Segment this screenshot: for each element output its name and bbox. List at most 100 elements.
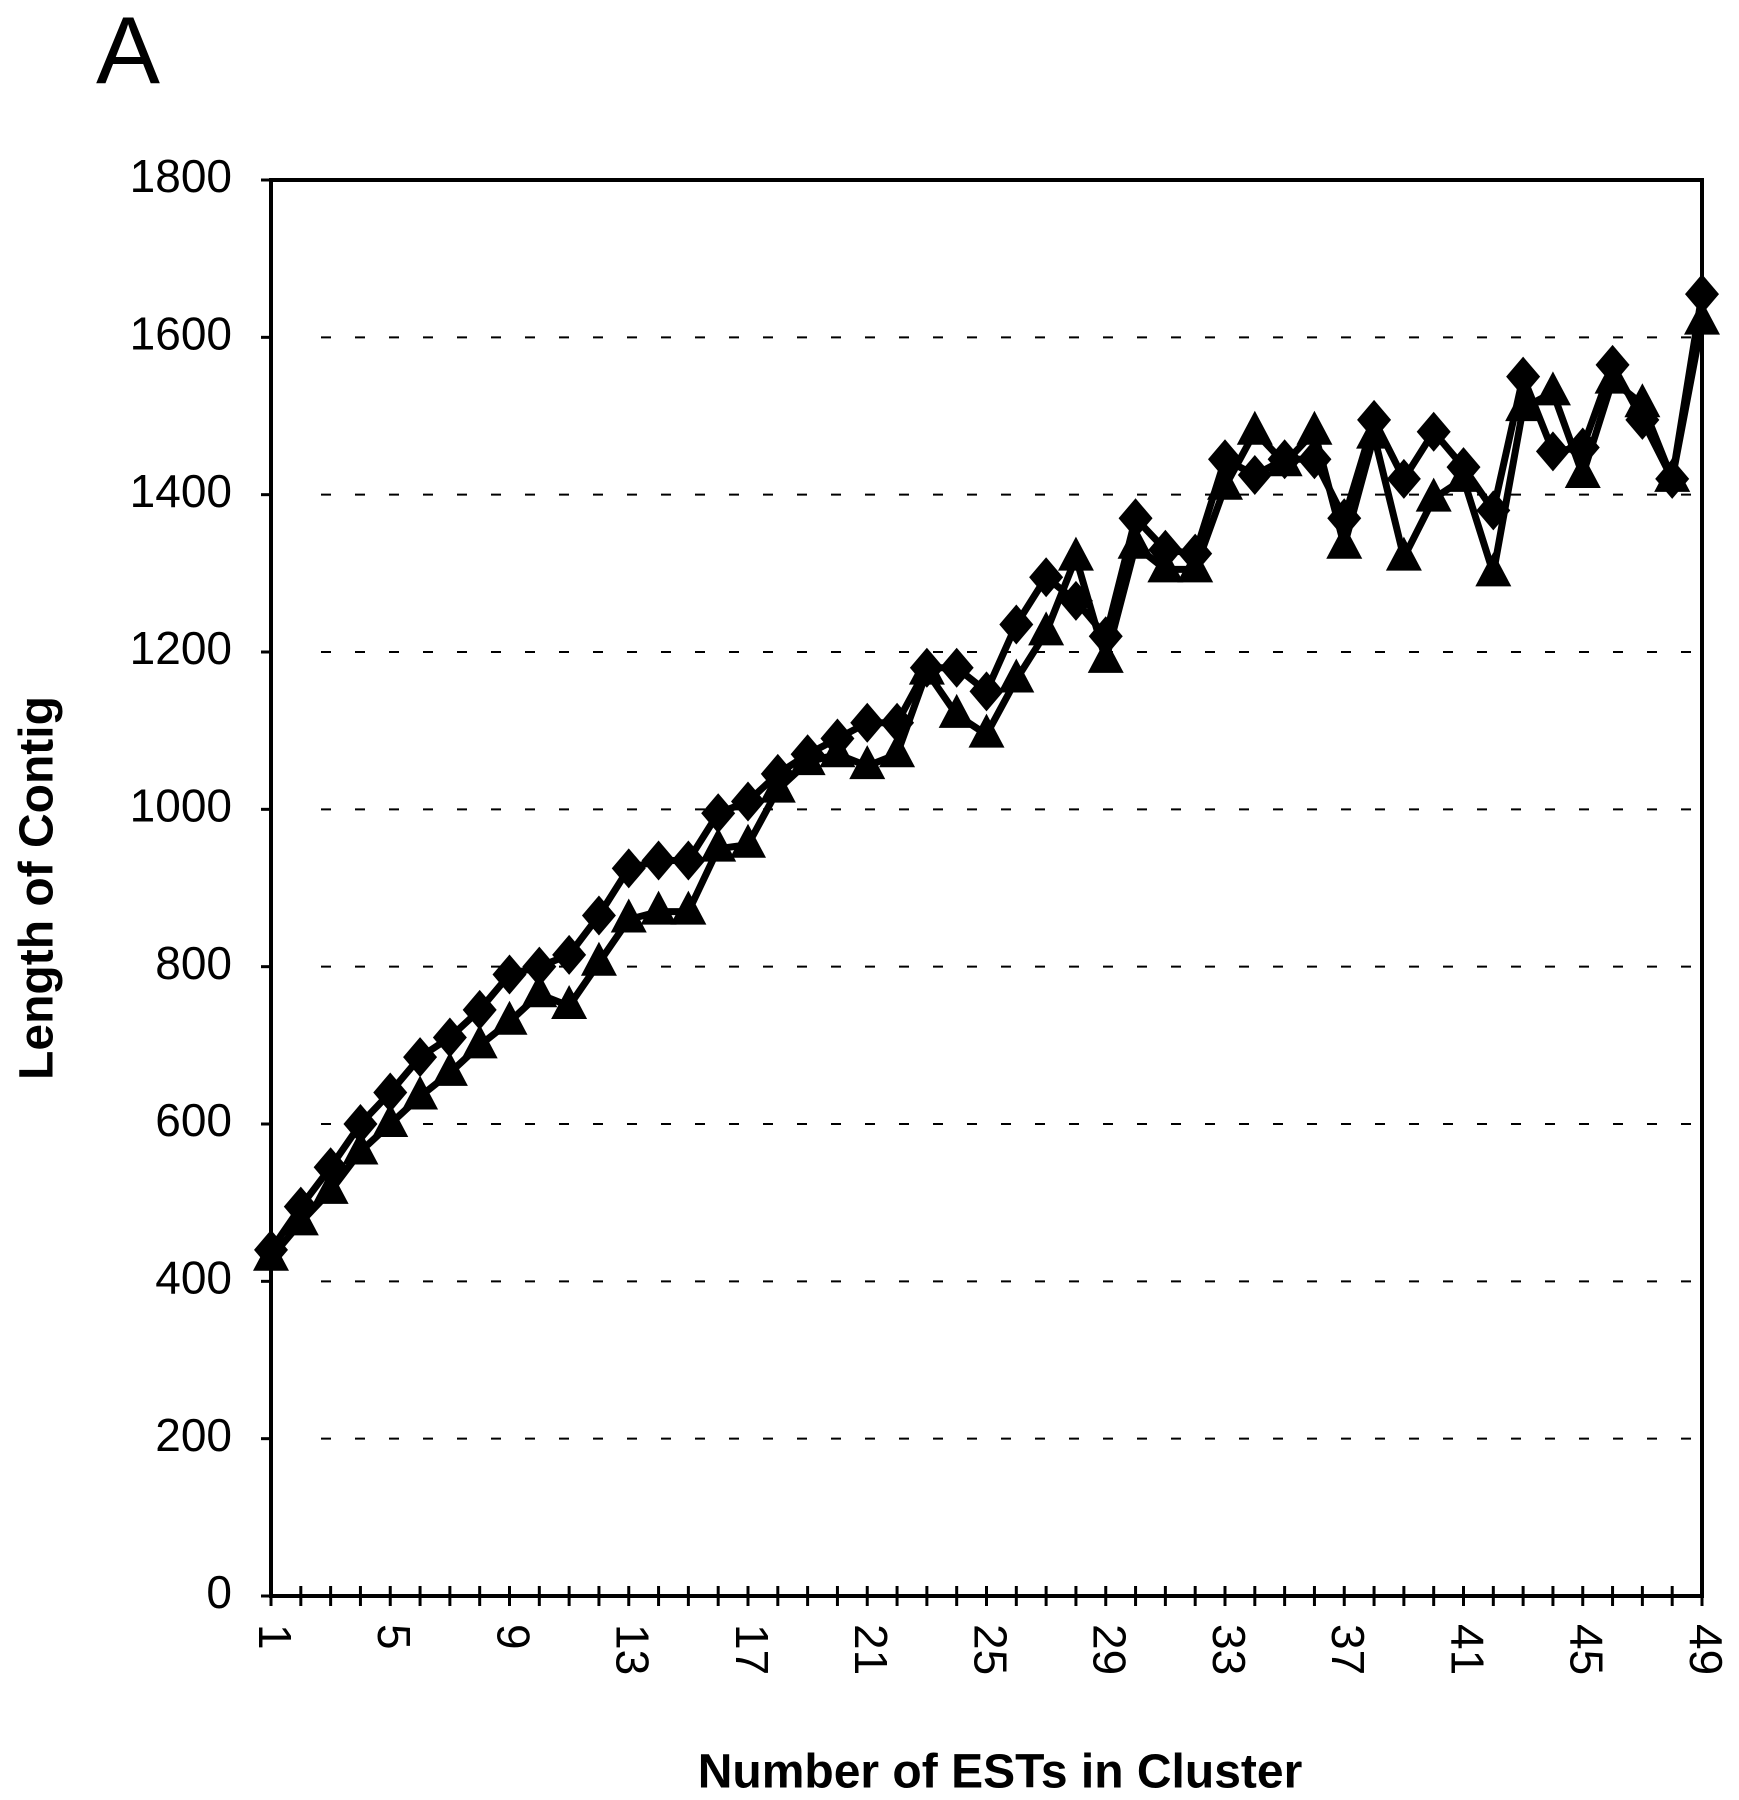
- panel-label: A: [96, 0, 160, 104]
- data-point: [1476, 490, 1511, 531]
- data-point: [1685, 274, 1719, 315]
- data-point: [1386, 458, 1421, 499]
- data-point: [253, 1236, 289, 1271]
- data-point: [969, 671, 1004, 712]
- data-point: [850, 702, 885, 743]
- data-point: [1028, 611, 1065, 646]
- data-point: [908, 650, 945, 685]
- data-point: [1118, 498, 1153, 539]
- data-point: [731, 781, 765, 822]
- y-tick-label: 1200: [130, 622, 232, 674]
- data-point: [1535, 431, 1570, 472]
- y-tick-label: 1400: [130, 465, 232, 517]
- data-point: [1624, 383, 1661, 418]
- data-point: [789, 741, 826, 776]
- data-point: [402, 1075, 439, 1110]
- data-point: [1029, 557, 1064, 598]
- data-point: [1416, 411, 1451, 452]
- data-point: [522, 946, 557, 987]
- data-point: [819, 733, 856, 768]
- series-line: [268, 320, 1706, 1260]
- data-point: [491, 1000, 528, 1035]
- data-point: [580, 941, 617, 976]
- data-point: [1594, 359, 1631, 394]
- x-tick-label: 1: [249, 1624, 301, 1650]
- y-tick-label: 1800: [130, 150, 232, 202]
- data-point: [671, 840, 706, 881]
- data-point: [581, 895, 616, 936]
- y-tick-label: 400: [155, 1251, 232, 1303]
- data-point: [1237, 455, 1272, 495]
- x-tick-label: 13: [607, 1624, 659, 1675]
- x-axis-title: Number of ESTs in Cluster: [698, 1746, 1303, 1799]
- data-point: [939, 647, 974, 688]
- data-point: [372, 1103, 409, 1137]
- x-tick-label: 29: [1084, 1624, 1136, 1675]
- data-point: [1207, 465, 1243, 500]
- data-point: [730, 823, 766, 858]
- data-point: [1385, 536, 1422, 571]
- data-point: [968, 713, 1005, 748]
- data-point: [462, 989, 497, 1030]
- data-point: [492, 954, 527, 995]
- data-point: [282, 1201, 319, 1236]
- data-point: [701, 793, 736, 834]
- data-point: [1266, 442, 1303, 477]
- y-tick-label: 1000: [130, 779, 232, 831]
- data-point: [670, 890, 707, 925]
- data-point: [552, 934, 587, 975]
- data-point: [1326, 524, 1363, 559]
- data-point: [611, 848, 646, 889]
- data-point: [640, 890, 677, 925]
- data-point: [461, 1024, 498, 1059]
- data-point: [1236, 410, 1273, 445]
- x-tick-label: 17: [726, 1624, 778, 1675]
- data-point: [999, 604, 1034, 645]
- data-point: [1057, 536, 1094, 571]
- data-point: [1445, 457, 1482, 492]
- y-tick-label: 1600: [130, 307, 232, 359]
- x-tick-label: 25: [964, 1624, 1016, 1675]
- data-point: [1117, 524, 1154, 559]
- data-point: [938, 693, 975, 728]
- data-point: [641, 840, 676, 881]
- data-point: [1415, 477, 1452, 512]
- x-tick-label: 9: [487, 1624, 539, 1650]
- y-tick-label: 800: [155, 937, 232, 989]
- x-tick-label: 33: [1203, 1624, 1255, 1675]
- data-point: [1296, 410, 1333, 445]
- data-point: [610, 898, 647, 933]
- data-point: [1147, 548, 1184, 583]
- y-tick-label: 200: [155, 1409, 232, 1461]
- y-axis-title: Length of Contig: [11, 696, 64, 1080]
- series-line: [268, 293, 1706, 1252]
- y-tick-label: 0: [206, 1566, 232, 1618]
- x-tick-label: 37: [1322, 1624, 1374, 1675]
- x-tick-label: 41: [1441, 1624, 1493, 1675]
- data-point: [432, 1017, 467, 1058]
- data-point: [1684, 300, 1720, 335]
- y-tick-label: 600: [155, 1094, 232, 1146]
- data-point: [998, 658, 1035, 693]
- data-point: [700, 827, 737, 862]
- data-point: [879, 733, 916, 768]
- data-point: [373, 1072, 408, 1113]
- data-point: [1505, 387, 1542, 422]
- data-point: [343, 1104, 378, 1144]
- x-tick-label: 45: [1561, 1624, 1613, 1675]
- data-point: [1506, 356, 1541, 397]
- data-point: [312, 1169, 349, 1204]
- data-point: [551, 985, 588, 1019]
- data-point: [1475, 552, 1512, 587]
- data-point: [1564, 454, 1601, 488]
- data-point: [342, 1130, 379, 1165]
- data-point: [1087, 638, 1124, 673]
- data-point: [1654, 457, 1691, 492]
- x-tick-label: 5: [368, 1624, 420, 1650]
- data-point: [403, 1037, 438, 1078]
- data-point: [849, 745, 886, 780]
- data-point: [431, 1051, 468, 1086]
- data-point: [759, 768, 796, 803]
- x-tick-label: 49: [1680, 1624, 1732, 1675]
